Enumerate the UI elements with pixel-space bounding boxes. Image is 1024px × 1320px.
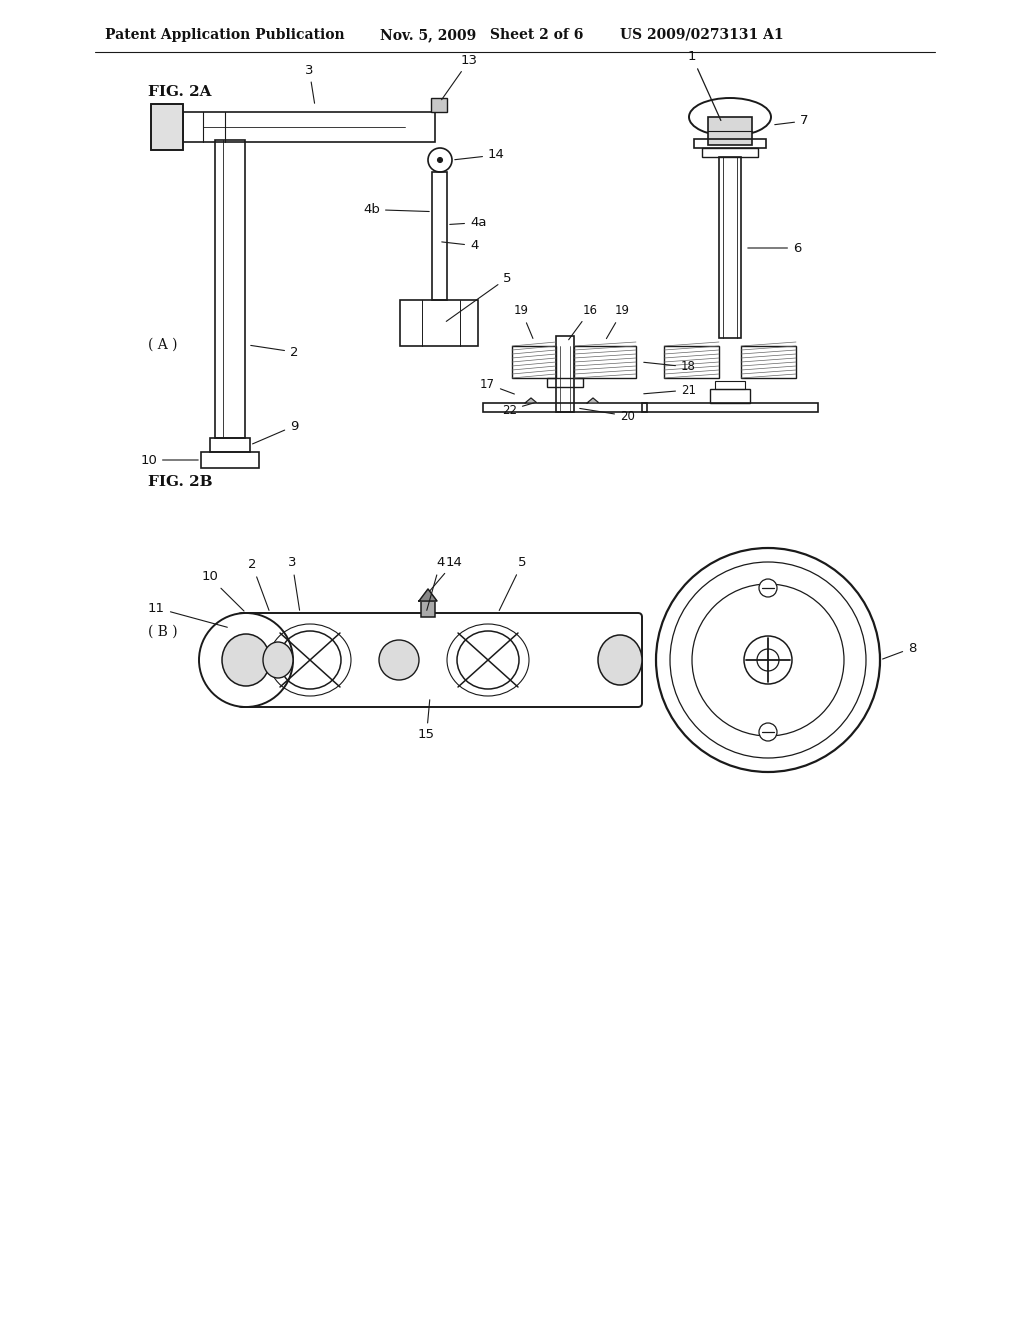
Text: 19: 19: [606, 305, 630, 339]
Text: 21: 21: [644, 384, 696, 396]
Text: 2: 2: [248, 558, 269, 610]
Text: 3: 3: [288, 557, 300, 610]
Text: 16: 16: [568, 304, 598, 339]
Polygon shape: [419, 589, 437, 601]
Bar: [183, 112, 435, 143]
Text: 20: 20: [580, 408, 635, 422]
Text: 9: 9: [253, 420, 298, 444]
Text: 10: 10: [201, 570, 244, 611]
Text: 6: 6: [748, 242, 802, 255]
Bar: [694, 139, 766, 148]
Text: 8: 8: [883, 642, 916, 659]
Bar: [664, 346, 719, 378]
Bar: [421, 601, 435, 616]
Text: FIG. 2B: FIG. 2B: [148, 475, 213, 488]
Circle shape: [759, 579, 777, 597]
Bar: [400, 300, 478, 346]
Text: 19: 19: [514, 305, 532, 338]
Bar: [702, 148, 758, 157]
Text: Sheet 2 of 6: Sheet 2 of 6: [490, 28, 584, 42]
Text: 4: 4: [441, 239, 478, 252]
Bar: [710, 389, 750, 403]
Text: 11: 11: [148, 602, 227, 627]
Bar: [556, 337, 574, 412]
Bar: [432, 172, 447, 300]
Bar: [210, 438, 250, 451]
Bar: [642, 403, 818, 412]
Text: FIG. 2A: FIG. 2A: [148, 84, 212, 99]
Bar: [708, 117, 752, 145]
Text: ( B ): ( B ): [148, 624, 177, 639]
Bar: [574, 346, 636, 378]
Bar: [719, 157, 741, 338]
Bar: [151, 104, 183, 150]
Text: 14: 14: [455, 149, 505, 161]
Circle shape: [656, 548, 880, 772]
Circle shape: [379, 640, 419, 680]
Bar: [483, 403, 647, 412]
Text: 3: 3: [305, 63, 314, 103]
Ellipse shape: [689, 98, 771, 136]
Text: 7: 7: [775, 115, 809, 128]
Text: 10: 10: [140, 454, 199, 466]
Text: 17: 17: [480, 378, 514, 395]
Text: 4a: 4a: [450, 216, 486, 230]
Bar: [547, 378, 583, 387]
Text: 15: 15: [418, 700, 435, 742]
Circle shape: [437, 157, 442, 162]
Text: 4b: 4b: [364, 203, 429, 216]
Bar: [431, 98, 447, 112]
Polygon shape: [587, 399, 599, 403]
Bar: [201, 451, 259, 469]
Text: US 2009/0273131 A1: US 2009/0273131 A1: [620, 28, 783, 42]
Text: 13: 13: [441, 54, 478, 100]
Text: 4: 4: [427, 557, 444, 610]
Ellipse shape: [598, 635, 642, 685]
Circle shape: [428, 148, 452, 172]
Text: 2: 2: [251, 346, 299, 359]
Text: 18: 18: [644, 360, 696, 374]
Text: 14: 14: [430, 556, 463, 591]
Text: ( A ): ( A ): [148, 338, 177, 352]
Text: 5: 5: [500, 557, 526, 611]
Bar: [512, 346, 556, 378]
Ellipse shape: [263, 642, 293, 678]
FancyBboxPatch shape: [238, 612, 642, 708]
Text: 22: 22: [502, 403, 535, 417]
Bar: [715, 381, 745, 389]
Text: Nov. 5, 2009: Nov. 5, 2009: [380, 28, 476, 42]
Bar: [215, 140, 245, 438]
Polygon shape: [525, 399, 537, 403]
Circle shape: [759, 723, 777, 741]
Bar: [151, 104, 183, 150]
Circle shape: [199, 612, 293, 708]
Text: 5: 5: [446, 272, 512, 321]
Text: 1: 1: [688, 50, 721, 120]
Ellipse shape: [222, 634, 270, 686]
Bar: [741, 346, 796, 378]
Text: Patent Application Publication: Patent Application Publication: [105, 28, 345, 42]
